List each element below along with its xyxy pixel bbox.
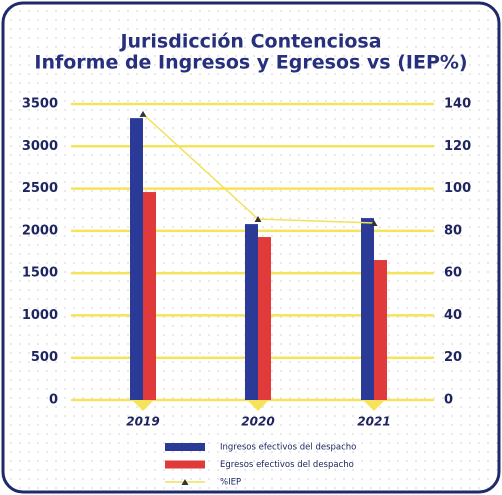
chart-title: Informe de Ingresos y Egresos vs (IEP%) (34, 52, 467, 74)
bar (374, 260, 387, 400)
y-tick-label: 2500 (22, 181, 58, 196)
x-tick-label: 2020 (241, 415, 274, 429)
x-tick-label: 2021 (357, 415, 390, 429)
category-marker (132, 400, 154, 411)
bar (361, 218, 374, 400)
line-marker (139, 110, 147, 117)
y2-tick-label: 80 (444, 223, 462, 238)
legend-label: Ingresos efectivos del despacho (220, 443, 356, 453)
y2-tick-label: 100 (444, 181, 471, 196)
bar (245, 224, 258, 400)
bar (143, 192, 156, 400)
y2-tick-label: 0 (444, 393, 453, 408)
y2-tick-label: 40 (444, 308, 462, 323)
y2-tick-label: 60 (444, 266, 462, 281)
y2-tick-label: 120 (444, 139, 471, 154)
chart-title: Jurisdicción Contenciosa (118, 31, 381, 53)
x-tick-label: 2019 (126, 415, 159, 429)
y2-tick-label: 20 (444, 350, 462, 365)
y-tick-label: 2000 (22, 223, 58, 238)
y-tick-label: 1000 (22, 308, 58, 323)
y-tick-label: 0 (49, 393, 58, 408)
legend-swatch (165, 460, 205, 469)
legend-swatch (165, 443, 205, 451)
legend-label: Egresos efectivos del despacho (220, 460, 354, 470)
y-tick-label: 3500 (22, 97, 58, 112)
y-tick-label: 1500 (22, 266, 58, 281)
y2-tick-label: 140 (444, 97, 471, 112)
category-marker (363, 400, 385, 411)
legend-label: %IEP (220, 478, 241, 488)
line-marker (254, 216, 262, 223)
line-marker (370, 220, 378, 227)
y-tick-label: 500 (31, 350, 58, 365)
legend-marker (181, 479, 189, 485)
bar (130, 118, 143, 401)
category-marker (247, 400, 269, 411)
bar (258, 237, 271, 400)
y-tick-label: 3000 (22, 139, 58, 154)
